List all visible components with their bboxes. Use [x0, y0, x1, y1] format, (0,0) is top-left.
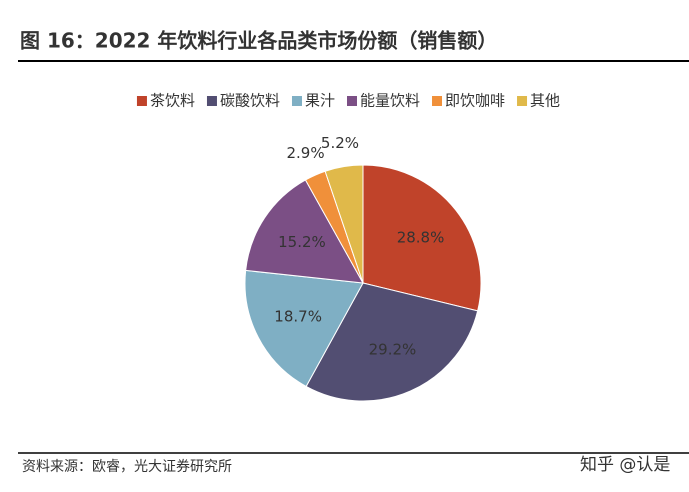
pie-slice	[324, 164, 364, 284]
legend-swatch	[517, 96, 528, 106]
data-label: 28.8%	[397, 228, 445, 246]
data-label: 5.2%	[321, 134, 359, 152]
legend-swatch	[291, 96, 302, 106]
legend-label: 果汁	[305, 92, 335, 110]
pie-slice	[305, 282, 479, 402]
legend: 茶饮料 碳酸饮料 果汁 能量饮料 即饮咖啡 其他	[136, 92, 560, 110]
pie: 28.8% 29.2% 18.7% 15.2% 2.9%5.2%	[244, 134, 482, 402]
legend-swatch	[206, 96, 217, 106]
pie-slice	[245, 179, 364, 284]
legend-label: 能量饮料	[360, 92, 420, 110]
pie-slice	[362, 164, 482, 312]
legend-swatch	[432, 96, 443, 106]
legend-label: 即饮咖啡	[445, 92, 505, 110]
chart-title: 图 16：2022 年饮料行业各品类市场份额（销售额）	[20, 29, 497, 53]
watermark: 知乎 @认是	[580, 455, 670, 475]
data-label: 15.2%	[278, 233, 326, 251]
source-note: 资料来源：欧睿，光大证券研究所	[22, 459, 232, 475]
legend-swatch	[347, 96, 357, 106]
data-label: 18.7%	[274, 307, 322, 325]
data-label: 29.2%	[369, 340, 417, 358]
legend-label: 碳酸饮料	[220, 92, 280, 110]
legend-swatch	[136, 96, 147, 106]
data-label: 2.9%	[286, 144, 324, 162]
legend-label: 其他	[530, 92, 560, 110]
legend-label: 茶饮料	[150, 92, 195, 110]
pie-slice	[244, 269, 364, 388]
